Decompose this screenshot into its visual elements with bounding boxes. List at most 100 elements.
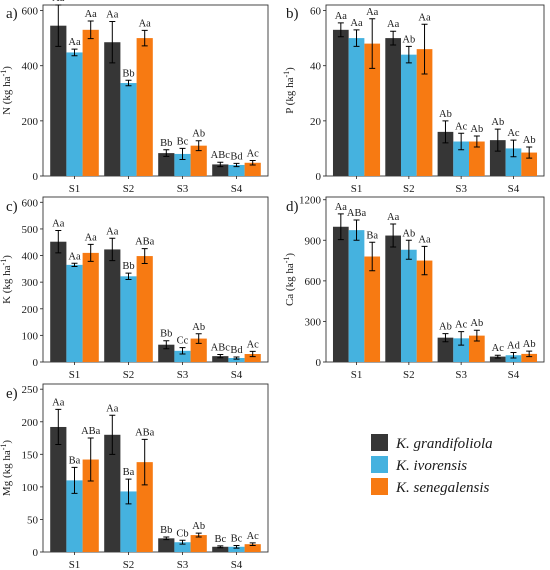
y-axis-label: Mg (kg ha-1) [0, 440, 13, 497]
significance-label: Ab [439, 109, 452, 120]
error-bar [179, 347, 186, 355]
bar [489, 356, 506, 362]
bar [174, 542, 191, 552]
significance-label: Aa [139, 18, 152, 29]
error-bar [125, 478, 132, 505]
bar [190, 535, 207, 552]
significance-label: Aa [418, 12, 431, 23]
significance-label: Aa [418, 234, 431, 245]
significance-label: Ab [470, 124, 483, 135]
y-tick-label: 0 [33, 171, 39, 183]
y-tick-label: 0 [33, 547, 39, 559]
error-bar [249, 160, 256, 166]
bar [228, 358, 245, 362]
significance-label: Aa [350, 18, 363, 29]
significance-label: Cc [177, 336, 189, 347]
error-bar [125, 272, 132, 280]
x-tick-label: S4 [231, 183, 243, 195]
bar [50, 25, 67, 176]
error-bar [141, 438, 148, 486]
y-axis-label: P (kg ha-1) [282, 67, 297, 114]
error-bar [141, 29, 148, 47]
significance-label: Ba [69, 455, 81, 466]
error-bar [233, 356, 240, 360]
error-bar [55, 230, 62, 254]
error-bar [233, 162, 240, 168]
significance-label: Ab [523, 339, 536, 350]
significance-label: Ad [507, 341, 521, 352]
bar [104, 249, 121, 362]
bar [104, 42, 121, 176]
bar [469, 335, 485, 362]
error-bar [473, 329, 480, 342]
significance-label: Aa [52, 397, 65, 408]
legend-swatch [371, 434, 388, 451]
plot-frame [325, 196, 545, 363]
significance-label: Ac [507, 128, 520, 139]
error-bar [458, 331, 465, 346]
x-tick-label: S1 [69, 369, 81, 381]
plot-frame [42, 4, 269, 177]
significance-label: Ac [492, 343, 505, 354]
y-tick-label: 0 [316, 171, 322, 183]
significance-label: Bc [214, 534, 226, 545]
bar [469, 141, 485, 176]
bar [120, 491, 137, 552]
error-bar [421, 245, 428, 276]
significance-label: Bb [122, 261, 134, 272]
bar [416, 260, 433, 362]
significance-label: ABa [135, 427, 155, 438]
y-tick-label: 150 [22, 449, 39, 461]
bar [244, 162, 261, 176]
error-bar [458, 132, 465, 151]
significance-label: Ac [247, 531, 260, 542]
x-tick-label: S3 [455, 183, 467, 195]
x-tick-label: S1 [69, 183, 81, 195]
error-bar [125, 79, 132, 87]
x-tick-label: S3 [455, 369, 467, 381]
x-tick-label: S4 [508, 369, 520, 381]
x-tick-label: S2 [123, 559, 135, 570]
bar [364, 256, 381, 362]
error-bar [71, 466, 78, 494]
bar [400, 54, 417, 177]
bar [400, 249, 417, 362]
error-bar [421, 23, 428, 75]
panel-label: e) [6, 386, 18, 402]
x-tick-label: S1 [69, 559, 81, 570]
significance-label: Aa [387, 212, 400, 223]
significance-label: Bd [230, 345, 243, 356]
bar [104, 434, 121, 552]
bar [228, 164, 245, 176]
bar [505, 148, 522, 176]
bar [174, 153, 191, 176]
error-bar [249, 542, 256, 546]
error-bar [163, 340, 170, 350]
y-axis-label: Ca (kg ha-1) [282, 253, 297, 306]
error-bar [233, 544, 240, 549]
significance-label: Aa [387, 19, 400, 30]
error-bar [369, 241, 376, 272]
y-tick-label: 400 [22, 251, 39, 263]
chart-panel: c) 0 100 200 300 400 500 600 K (kg ha-1) S1 Aa Aa Aa… [0, 196, 269, 381]
error-bar [179, 539, 186, 545]
bar [244, 354, 261, 362]
significance-label: Ac [247, 339, 260, 350]
plot-frame [42, 383, 269, 553]
significance-label: ABa [347, 208, 367, 219]
significance-label: Ac [455, 121, 468, 132]
bar [416, 49, 433, 177]
y-tick-label: 300 [305, 316, 322, 328]
y-tick-label: 100 [22, 330, 39, 342]
significance-label: Aa [52, 0, 65, 4]
error-bar [390, 223, 397, 248]
y-axis-label: N (kg ha-1) [0, 66, 13, 115]
y-tick-label: 50 [27, 514, 39, 526]
y-tick-label: 600 [22, 6, 39, 18]
significance-label: Aa [85, 232, 98, 243]
significance-label: Ab [523, 135, 536, 146]
bar [66, 264, 83, 362]
y-tick-label: 250 [22, 384, 39, 396]
error-bar [163, 149, 170, 157]
